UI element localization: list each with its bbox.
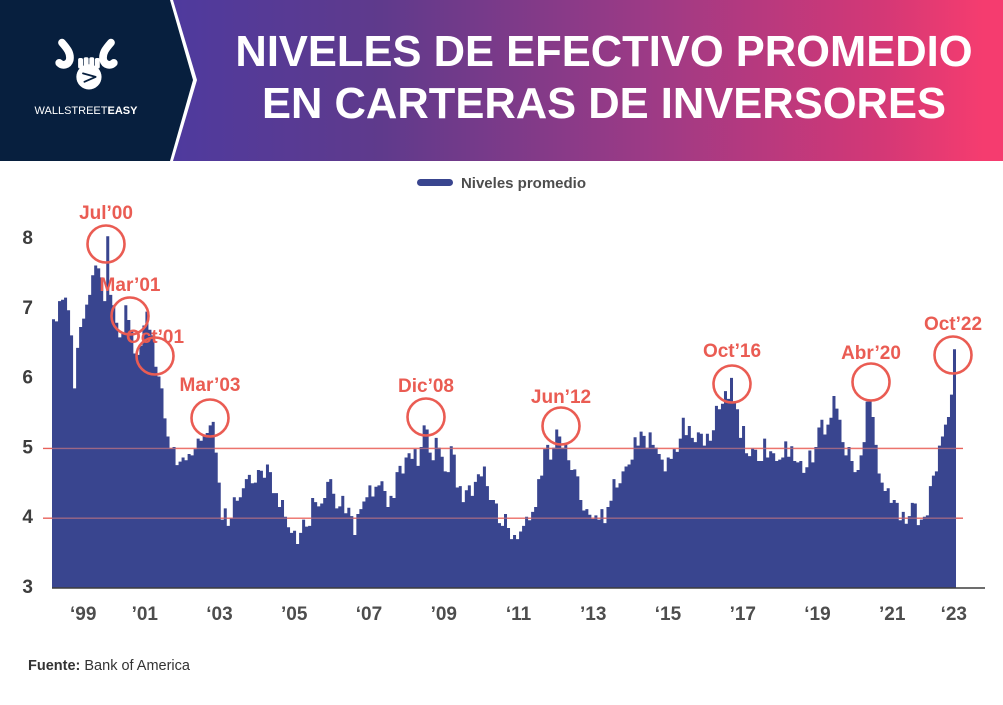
svg-text:‘23: ‘23 (941, 604, 967, 625)
svg-text:Abr’20: Abr’20 (841, 343, 901, 364)
svg-text:Mar’03: Mar’03 (180, 375, 241, 396)
svg-text:Oct’22: Oct’22 (924, 314, 982, 335)
svg-text:’05: ’05 (281, 604, 308, 625)
svg-text:‘07: ‘07 (356, 604, 382, 625)
svg-text:6: 6 (22, 368, 33, 389)
svg-text:‘11: ‘11 (506, 604, 532, 625)
svg-text:3: 3 (22, 577, 33, 598)
svg-text:Oct’16: Oct’16 (703, 341, 761, 362)
svg-text:Jun’12: Jun’12 (531, 387, 591, 408)
svg-text:Oct’01: Oct’01 (126, 327, 185, 348)
svg-text:‘99: ‘99 (70, 604, 96, 625)
svg-text:’01: ’01 (132, 604, 159, 625)
svg-text:7: 7 (22, 298, 33, 319)
svg-text:’17: ’17 (730, 604, 756, 625)
svg-text:4: 4 (22, 507, 33, 528)
svg-text:Jul’00: Jul’00 (79, 203, 133, 224)
svg-text:5: 5 (22, 437, 33, 458)
svg-text:Mar’01: Mar’01 (100, 275, 161, 296)
svg-text:8: 8 (22, 228, 33, 249)
svg-text:’21: ’21 (879, 604, 906, 625)
svg-text:‘19: ‘19 (804, 604, 830, 625)
svg-text:’09: ’09 (431, 604, 457, 625)
svg-text:‘03: ‘03 (206, 604, 232, 625)
svg-text:‘15: ‘15 (655, 604, 682, 625)
svg-text:’13: ’13 (580, 604, 606, 625)
svg-text:Dic’08: Dic’08 (398, 376, 454, 397)
